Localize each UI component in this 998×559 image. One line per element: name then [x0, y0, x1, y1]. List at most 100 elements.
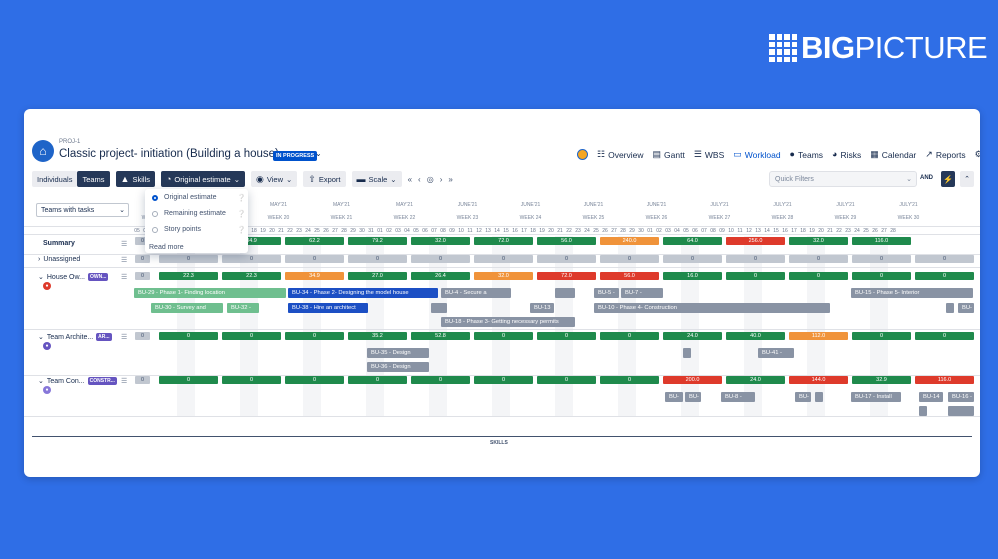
chevron-up-icon[interactable]: ⌃ [960, 171, 974, 187]
chevron-icon[interactable]: › [38, 256, 41, 263]
summary-cell[interactable]: 72.0 [474, 237, 533, 245]
workload-cell[interactable]: 0 [537, 376, 596, 384]
task-bar[interactable]: BU-38 - Hire an architect [288, 303, 368, 313]
list-icon[interactable]: ☰ [121, 378, 128, 385]
summary-cell[interactable]: 240.0 [600, 237, 659, 245]
task-bar[interactable]: BU-34 - Phase 2- Designing the model hou… [288, 288, 438, 298]
help-icon[interactable]: ❔ [237, 211, 246, 218]
workload-cell[interactable]: 0 [915, 272, 974, 280]
help-icon[interactable]: ❔ [237, 227, 246, 234]
scale-dropdown[interactable]: ▬ Scale ⌄ [351, 171, 402, 187]
workload-cell[interactable]: 40.0 [726, 332, 785, 340]
workload-cell[interactable]: 0 [222, 255, 281, 263]
summary-cell[interactable]: 256.0 [726, 237, 785, 245]
workload-cell[interactable]: 0 [285, 255, 344, 263]
workload-cell[interactable]: 0 [852, 272, 911, 280]
chevron-icon[interactable]: ⌄ [38, 274, 44, 281]
summary-cell[interactable]: 79.2 [348, 237, 407, 245]
skills-button[interactable]: ▲ Skills [115, 171, 155, 187]
workload-cell[interactable]: 0 [222, 376, 281, 384]
quick-filters-input[interactable]: Quick Filters ⌄ [769, 171, 917, 187]
today-icon[interactable]: ◎ [426, 174, 434, 184]
workload-cell[interactable]: 0 [852, 255, 911, 263]
task-bar[interactable]: BU-4 - Secure a [441, 288, 511, 298]
option-remaining-estimate[interactable]: Remaining estimate [152, 210, 226, 217]
nav-teams[interactable]: ● Teams [789, 149, 824, 160]
workload-cell[interactable]: 0 [159, 332, 218, 340]
summary-cell[interactable]: 0 [135, 237, 150, 245]
workload-cell[interactable]: 116.0 [915, 376, 974, 384]
workload-cell[interactable]: 0 [600, 332, 659, 340]
user-avatar[interactable] [577, 149, 588, 160]
summary-cell[interactable]: 62.2 [285, 237, 344, 245]
task-bar[interactable]: BU-36 - Design [367, 362, 429, 372]
nav-risks[interactable]: ◕ Risks [832, 149, 862, 160]
view-dropdown[interactable]: ◉ View ⌄ [251, 171, 298, 187]
list-icon[interactable]: ☰ [121, 257, 128, 264]
workload-cell[interactable]: 200.0 [663, 376, 722, 384]
task-bar[interactable]: BU-13 [530, 303, 554, 313]
workload-cell[interactable]: 0 [348, 376, 407, 384]
nav-workload[interactable]: ▭ Workload [733, 149, 781, 160]
unassigned-label[interactable]: › Unassigned [38, 256, 80, 263]
construction-team[interactable]: ⌄ Team Con... CONSTR... [38, 377, 117, 385]
gear-icon[interactable]: ⚙ [974, 149, 980, 159]
team-filter-select[interactable]: Teams with tasks ⌄ [36, 203, 129, 217]
architect-team[interactable]: ⌄ Team Archite... AR... [38, 333, 112, 341]
workload-cell[interactable]: 0 [222, 332, 281, 340]
workload-cell[interactable]: 0 [135, 272, 150, 280]
workload-cell[interactable]: 0 [135, 376, 150, 384]
task-bar[interactable]: BU-16 - [948, 392, 974, 402]
task-bar[interactable]: BU-35 - Design [367, 348, 429, 358]
summary-cell[interactable]: 56.0 [537, 237, 596, 245]
workload-cell[interactable]: 22.3 [159, 272, 218, 280]
workload-cell[interactable]: 22.3 [222, 272, 281, 280]
workload-cell[interactable]: 0 [285, 332, 344, 340]
task-bar[interactable]: BU-41 - [758, 348, 794, 358]
summary-cell[interactable]: 32.0 [789, 237, 848, 245]
task-bar[interactable] [815, 392, 823, 402]
project-home-icon[interactable]: ⌂ [32, 140, 54, 162]
nav-gantt[interactable]: ▤ Gantt [652, 149, 685, 160]
workload-cell[interactable]: 0 [411, 376, 470, 384]
workload-cell[interactable]: 72.0 [537, 272, 596, 280]
chevron-down-icon[interactable]: ⌄ [315, 149, 322, 158]
workload-cell[interactable]: 24.0 [663, 332, 722, 340]
chevron-right-icon[interactable]: › [439, 174, 443, 184]
workload-cell[interactable]: 0 [726, 255, 785, 263]
nav-calendar[interactable]: ▦ Calendar [870, 149, 917, 160]
read-more-link[interactable]: Read more [149, 244, 184, 251]
summary-cell[interactable]: 32.0 [411, 237, 470, 245]
workload-cell[interactable]: 34.9 [285, 272, 344, 280]
task-bar[interactable]: BU-18 - Phase 3- Getting necessary permi… [441, 317, 575, 327]
workload-cell[interactable]: 0 [159, 255, 218, 263]
house-owner-team[interactable]: ⌄ House Ow... OWN... [38, 273, 109, 281]
workload-cell[interactable]: 32.9 [852, 376, 911, 384]
task-bar[interactable]: BU-15 - Phase 5- Interior [851, 288, 973, 298]
workload-cell[interactable]: 0 [474, 376, 533, 384]
task-bar[interactable]: BU-32 - [227, 303, 259, 313]
task-bar[interactable]: BU-10 - Phase 4- Construction [594, 303, 830, 313]
nav-wbs[interactable]: ☰ WBS [693, 149, 725, 160]
list-icon[interactable]: ☰ [121, 274, 128, 281]
export-button[interactable]: ⇧ Export [303, 171, 346, 187]
option-story-points[interactable]: Story points [152, 226, 201, 233]
nav-overview[interactable]: ☷ Overview [597, 149, 644, 160]
help-icon[interactable]: ❔ [237, 195, 246, 202]
summary-cell[interactable]: 34.9 [222, 237, 281, 245]
individuals-button[interactable]: Individuals [32, 171, 78, 187]
nav-reports[interactable]: ↗ Reports [925, 149, 966, 160]
task-bar[interactable]: BU-5 - [594, 288, 619, 298]
workload-cell[interactable]: 0 [600, 376, 659, 384]
workload-cell[interactable]: 24.0 [726, 376, 785, 384]
status-badge[interactable]: IN PROGRESS [273, 151, 318, 161]
option-original-estimate[interactable]: Original estimate [152, 194, 217, 201]
workload-cell[interactable]: 0 [600, 255, 659, 263]
teams-button[interactable]: Teams [77, 171, 110, 187]
workload-cell[interactable]: 0 [537, 255, 596, 263]
list-icon[interactable]: ☰ [121, 334, 128, 341]
task-bar[interactable] [431, 303, 447, 313]
lightning-icon[interactable]: ⚡ [941, 171, 955, 187]
estimate-dropdown[interactable]: ◔ Original estimate ⌄ [160, 171, 245, 187]
workload-cell[interactable]: 0 [348, 255, 407, 263]
